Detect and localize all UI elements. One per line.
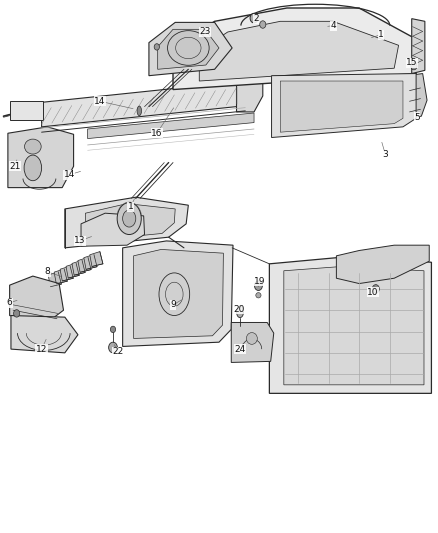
Ellipse shape — [14, 310, 20, 317]
Text: 14: 14 — [94, 97, 106, 106]
Polygon shape — [72, 260, 85, 275]
Polygon shape — [42, 81, 245, 127]
Ellipse shape — [411, 62, 417, 70]
Ellipse shape — [154, 44, 159, 50]
Ellipse shape — [123, 210, 136, 227]
Ellipse shape — [372, 285, 379, 293]
Polygon shape — [231, 322, 274, 362]
Polygon shape — [90, 252, 103, 266]
Polygon shape — [8, 127, 74, 188]
Polygon shape — [54, 269, 67, 284]
Ellipse shape — [25, 139, 41, 154]
Polygon shape — [199, 21, 399, 81]
Polygon shape — [237, 75, 263, 112]
Text: 1: 1 — [127, 203, 134, 211]
Polygon shape — [123, 241, 233, 346]
Polygon shape — [149, 22, 232, 76]
Polygon shape — [78, 257, 91, 272]
Ellipse shape — [254, 281, 262, 290]
Polygon shape — [134, 249, 223, 338]
Text: 5: 5 — [414, 113, 420, 122]
Ellipse shape — [237, 306, 244, 318]
Ellipse shape — [260, 21, 266, 28]
Text: 4: 4 — [331, 21, 336, 30]
Text: 15: 15 — [406, 59, 417, 67]
Text: 13: 13 — [74, 237, 85, 245]
Text: 2: 2 — [254, 14, 259, 23]
Polygon shape — [284, 266, 424, 385]
Polygon shape — [11, 316, 78, 353]
Polygon shape — [88, 113, 254, 139]
Ellipse shape — [117, 203, 141, 235]
Ellipse shape — [110, 326, 116, 333]
Polygon shape — [336, 245, 429, 284]
Polygon shape — [60, 266, 73, 281]
Polygon shape — [407, 74, 427, 118]
Polygon shape — [158, 29, 219, 69]
Polygon shape — [10, 101, 43, 120]
Polygon shape — [65, 197, 188, 248]
Ellipse shape — [256, 293, 261, 298]
Text: 21: 21 — [10, 162, 21, 171]
Text: 10: 10 — [367, 288, 379, 296]
Text: 20: 20 — [233, 305, 244, 313]
Text: 9: 9 — [170, 301, 176, 309]
Ellipse shape — [137, 106, 141, 116]
Text: 8: 8 — [44, 268, 50, 276]
Text: 19: 19 — [254, 277, 265, 286]
Text: 6: 6 — [7, 298, 13, 307]
Polygon shape — [48, 272, 61, 287]
Text: 23: 23 — [199, 28, 211, 36]
Text: 12: 12 — [36, 345, 47, 353]
Text: 1: 1 — [378, 30, 384, 39]
Polygon shape — [66, 263, 79, 278]
Ellipse shape — [250, 13, 258, 23]
Polygon shape — [85, 204, 175, 241]
Polygon shape — [81, 213, 145, 246]
Ellipse shape — [24, 155, 42, 181]
Polygon shape — [10, 276, 64, 322]
Ellipse shape — [109, 342, 117, 353]
Polygon shape — [269, 257, 431, 393]
Ellipse shape — [246, 333, 257, 344]
Polygon shape — [280, 81, 403, 132]
Polygon shape — [84, 254, 97, 269]
Text: 14: 14 — [64, 171, 75, 179]
Text: 24: 24 — [234, 345, 246, 353]
Text: 3: 3 — [382, 150, 389, 159]
Text: 22: 22 — [113, 348, 124, 356]
Text: 16: 16 — [151, 129, 162, 138]
Polygon shape — [412, 19, 425, 74]
Polygon shape — [173, 8, 423, 90]
Polygon shape — [272, 74, 416, 138]
